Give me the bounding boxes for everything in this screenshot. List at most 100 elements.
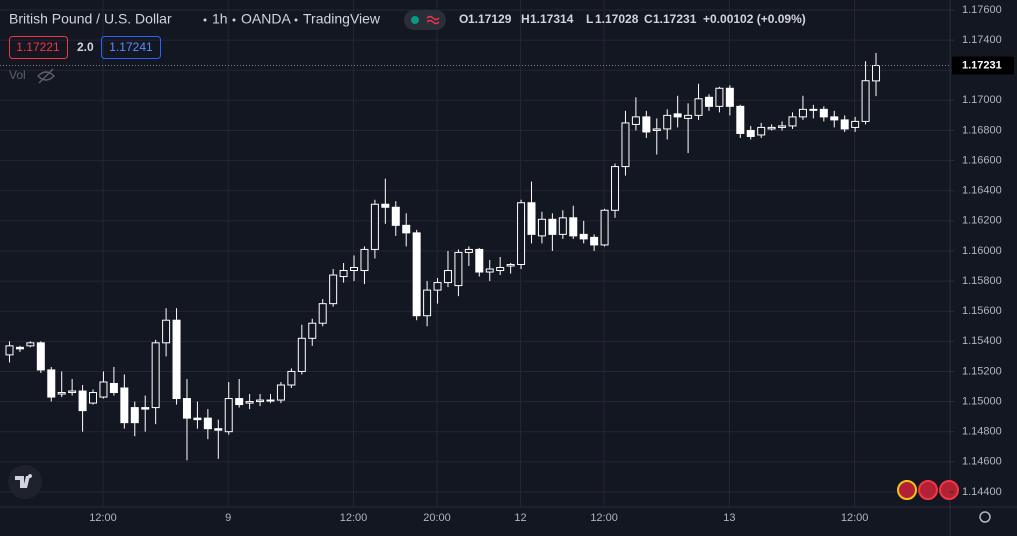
candle-body [287, 370, 296, 386]
candle-body [778, 125, 787, 128]
candle-body [214, 428, 223, 431]
candle-body [579, 233, 588, 240]
symbol: British Pound / U.S. Dollar [9, 11, 172, 27]
flag [939, 480, 959, 500]
y-tick-label: 1.15600 [962, 305, 1002, 317]
candle-body [224, 398, 233, 433]
candle-body [485, 268, 494, 273]
candle-body [15, 346, 24, 350]
exchange: OANDA [241, 11, 291, 27]
candle-body [47, 369, 56, 398]
status-badge[interactable] [404, 10, 446, 30]
y-tick-label: 1.17000 [962, 94, 1002, 106]
last-price-box [952, 56, 1014, 75]
settings-icon[interactable] [979, 511, 991, 523]
x-tick-label: 20:00 [423, 512, 451, 524]
spread: 2.0 [77, 40, 94, 54]
candle-body [809, 108, 818, 111]
candle-body [5, 345, 14, 356]
ohlc-value: 1.17231 [653, 12, 697, 26]
last-price-label: 1.17231 [962, 59, 1002, 71]
candle-body [360, 248, 369, 272]
candle-body [673, 113, 682, 118]
candle-body [830, 116, 839, 121]
candle-body [704, 96, 713, 107]
y-tick-label: 1.14400 [962, 486, 1002, 498]
y-tick-label: 1.16400 [962, 185, 1002, 197]
candle-body [464, 248, 473, 253]
candle-body [496, 267, 505, 272]
candle-body [652, 128, 661, 131]
candle-body [611, 166, 620, 211]
candle-body [329, 274, 338, 305]
flag [918, 480, 938, 500]
ohlc-value: 1.17028 [595, 12, 639, 26]
sell-price: 1.17221 [16, 40, 60, 54]
candle-body [193, 417, 202, 421]
candle-body [235, 398, 244, 406]
flag [897, 480, 917, 500]
ohlc-letter: C [644, 12, 653, 26]
candle-body [89, 392, 98, 404]
ohlc-letter: H [521, 12, 530, 26]
y-tick-label: 1.15400 [962, 335, 1002, 347]
y-tick-label: 1.17600 [962, 4, 1002, 16]
candle-body [757, 126, 766, 136]
x-tick-label: 12:00 [340, 512, 368, 524]
candle-body [266, 399, 275, 402]
candle-body [57, 392, 66, 395]
candle-body [26, 342, 35, 347]
event-flags[interactable] [897, 480, 959, 500]
candle-body [433, 282, 442, 291]
candle-body [370, 203, 379, 250]
candle-body [631, 116, 640, 125]
volume-label: Vol [9, 68, 26, 82]
separator [203, 18, 207, 22]
separator [294, 18, 298, 22]
x-tick-label: 12:00 [590, 512, 618, 524]
candle-body [318, 303, 327, 324]
candle-body [684, 114, 693, 119]
candle-body [851, 120, 860, 128]
platform: TradingView [303, 11, 381, 27]
sell-button[interactable] [9, 36, 68, 59]
candle-body [130, 407, 139, 424]
ohlc-letter: O [459, 12, 468, 26]
ohlc-value: 1.17129 [468, 12, 512, 26]
candle-body [600, 209, 609, 246]
candle-body [506, 263, 515, 267]
candle-body [798, 108, 807, 118]
y-tick-label: 1.17400 [962, 34, 1002, 46]
x-tick-label: 9 [225, 512, 231, 524]
candle-body [788, 116, 797, 127]
logo [15, 474, 33, 488]
candle-body [590, 236, 599, 246]
y-tick-label: 1.15200 [962, 365, 1002, 377]
candle-body [99, 381, 108, 398]
candle-body [297, 337, 306, 372]
buy-button[interactable] [101, 36, 161, 59]
candle-body [203, 417, 212, 430]
x-tick-label: 12:00 [841, 512, 869, 524]
candle-body [840, 119, 849, 130]
candle-body [569, 217, 578, 237]
candle-body [423, 289, 432, 317]
ohlc-value: 1.17314 [530, 12, 574, 26]
y-tick-label: 1.16800 [962, 124, 1002, 136]
eye-strike [38, 68, 54, 84]
candle-body [141, 407, 150, 410]
hide-icon[interactable] [37, 68, 55, 84]
candle-body [256, 399, 265, 403]
separator [232, 18, 236, 22]
y-tick-label: 1.14800 [962, 426, 1002, 438]
candle-body [412, 232, 421, 317]
candle-body [68, 390, 77, 394]
candle-body [736, 105, 745, 134]
candle-body [350, 267, 359, 272]
market-open-dot [411, 16, 419, 24]
candle-body [339, 270, 348, 278]
x-tick-label: 12:00 [89, 512, 117, 524]
